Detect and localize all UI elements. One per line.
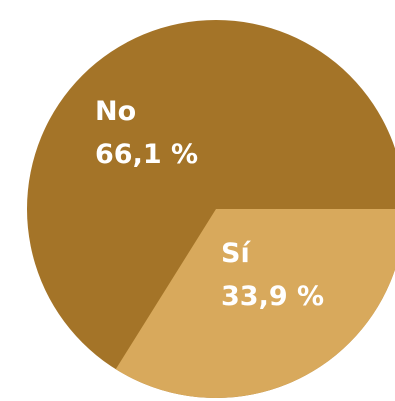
slice-label-si: Sí	[221, 238, 251, 269]
pie-slice-si	[115, 209, 395, 398]
slice-value-no: 66,1 %	[95, 139, 198, 170]
slice-label-no: No	[95, 96, 136, 127]
slice-value-si: 33,9 %	[221, 281, 324, 312]
